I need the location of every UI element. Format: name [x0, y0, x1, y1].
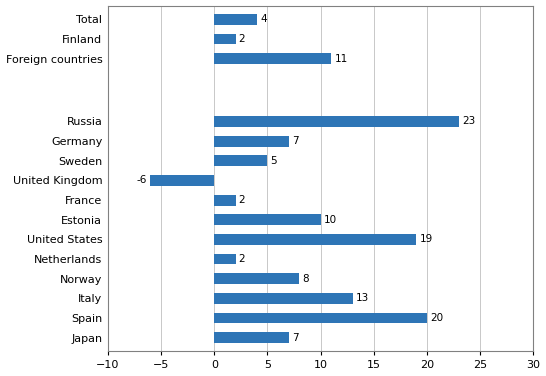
Bar	[214, 53, 331, 64]
Bar	[214, 14, 257, 25]
Text: 4: 4	[260, 14, 266, 24]
Bar	[214, 195, 235, 206]
Text: -6: -6	[137, 176, 147, 185]
Text: 8: 8	[302, 274, 309, 284]
Bar	[150, 175, 214, 186]
Text: 2: 2	[239, 254, 245, 264]
Bar	[214, 254, 235, 264]
Text: 23: 23	[462, 117, 476, 126]
Bar	[214, 136, 289, 147]
Text: 11: 11	[335, 54, 348, 64]
Text: 7: 7	[292, 333, 299, 343]
Bar	[214, 332, 289, 343]
Bar	[214, 33, 235, 44]
Text: 2: 2	[239, 195, 245, 205]
Text: 10: 10	[324, 215, 337, 225]
Text: 5: 5	[271, 156, 277, 166]
Bar	[214, 116, 459, 127]
Bar	[214, 214, 321, 225]
Text: 19: 19	[419, 234, 433, 244]
Bar	[214, 234, 417, 245]
Text: 20: 20	[430, 313, 443, 323]
Text: 13: 13	[356, 293, 369, 303]
Bar	[214, 293, 353, 304]
Text: 2: 2	[239, 34, 245, 44]
Bar	[214, 312, 427, 323]
Bar	[214, 155, 268, 166]
Bar	[214, 273, 299, 284]
Text: 7: 7	[292, 136, 299, 146]
